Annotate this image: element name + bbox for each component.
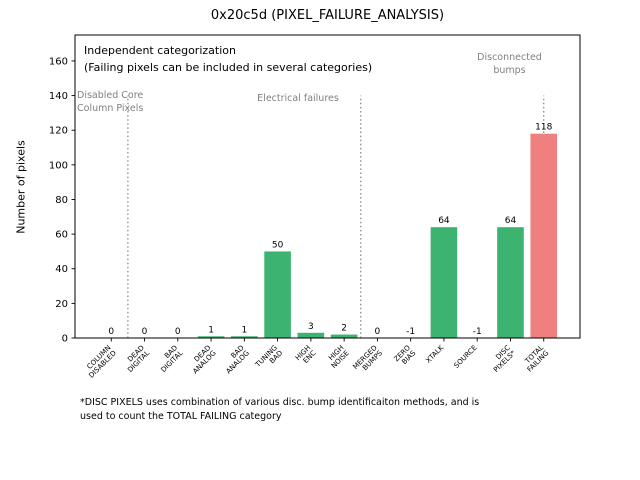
- bar-value-label: 1: [208, 325, 214, 335]
- section-label-electrical-failures: Electrical failures: [257, 93, 339, 104]
- x-tick-label: TUNINGBAD: [253, 344, 284, 375]
- bar-value-label: -1: [406, 327, 415, 337]
- bar-value-label: 3: [308, 322, 314, 332]
- x-tick-label: TOTALFAILING: [520, 344, 550, 374]
- x-tick-label: COLUMNDISABLED: [82, 344, 118, 380]
- x-tick-label: BADDIGITAL: [154, 344, 184, 374]
- x-tick-label: XTALK: [424, 343, 445, 364]
- y-tick-label: 80: [55, 195, 68, 206]
- bar: [297, 332, 325, 338]
- chart-title: 0x20c5d (PIXEL_FAILURE_ANALYSIS): [210, 8, 445, 23]
- section-label-disabled-core: Disabled Core Column Pixels: [77, 90, 144, 114]
- y-axis-label: Number of pixels: [14, 140, 28, 234]
- bar-value-label: 118: [535, 123, 552, 133]
- y-tick-label: 20: [55, 299, 68, 310]
- y-tick-label: 40: [55, 264, 68, 275]
- section-label-disconnected-bumps: Disconnected bumps: [477, 52, 542, 76]
- x-tick-label: HIGHNOISE: [325, 344, 351, 370]
- bar-value-label: 0: [142, 327, 148, 337]
- y-tick-label: 160: [49, 56, 68, 67]
- bar-value-label: 64: [438, 216, 450, 226]
- x-tick-label: DEADANALOG: [186, 344, 218, 376]
- y-tick-label: 0: [62, 334, 68, 345]
- x-tick-label: HIGHENC: [294, 344, 318, 368]
- bar-value-label: 64: [505, 216, 517, 226]
- bar: [497, 227, 524, 338]
- bar: [231, 336, 258, 338]
- y-tick-label: 140: [49, 91, 68, 102]
- bar: [264, 251, 291, 338]
- x-tick-label: ZEROBIAS: [393, 343, 418, 368]
- bar: [530, 133, 558, 338]
- x-tick-label: BADANALOG: [219, 344, 251, 376]
- annotation-independent-categorization: Independent categorization (Failing pixe…: [84, 44, 373, 74]
- bar-value-label: 2: [341, 324, 347, 334]
- bar-value-label: 0: [175, 327, 181, 337]
- y-tick-label: 100: [49, 160, 68, 171]
- axis-spine: [74, 34, 581, 339]
- x-tick-label: SOURCE: [453, 344, 479, 370]
- y-tick-label: 60: [55, 230, 68, 241]
- bar: [430, 227, 458, 338]
- bar-value-label: 50: [272, 240, 284, 250]
- bar-value-label: 1: [241, 325, 247, 335]
- x-tick-label: DEADDIGITAL: [121, 344, 151, 374]
- y-tick-label: 120: [49, 126, 68, 137]
- bar-value-label: 0: [375, 327, 381, 337]
- x-tick-label: DISCPIXELS*: [487, 343, 518, 374]
- x-tick-label: MERGEDBUMPS: [352, 343, 385, 376]
- bar-value-label: -1: [473, 327, 482, 337]
- bar: [330, 334, 358, 338]
- bar: [197, 336, 225, 338]
- footnote: *DISC PIXELS uses combination of various…: [80, 397, 480, 422]
- bar-value-label: 0: [108, 327, 114, 337]
